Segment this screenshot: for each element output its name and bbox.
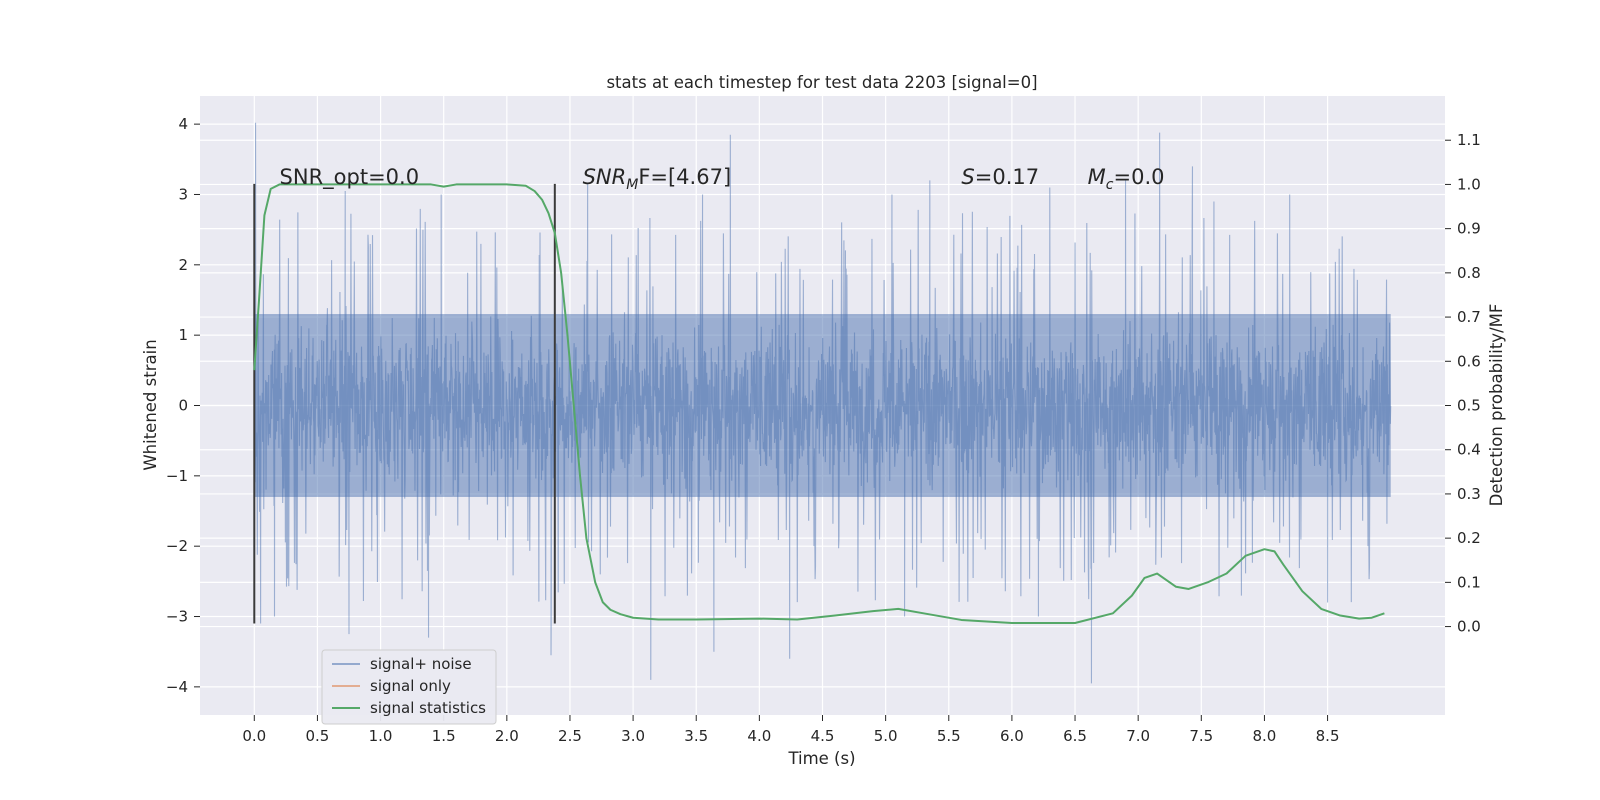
x-tick-label-0: 0.0 [242,727,266,745]
y-tick-label-5: −1 [166,467,188,485]
y-tick-label-4: 0 [178,397,188,415]
x-tick-label-4: 2.0 [495,727,519,745]
annotation-3-sub: c [1106,177,1114,193]
y2-tick-label-9: 0.2 [1457,529,1481,547]
annotation-2: S=0.17 [961,165,1039,189]
y-tick-label-7: −3 [166,608,188,626]
chart-title: stats at each timestep for test data 220… [606,73,1037,92]
x-tick-label-6: 3.0 [621,727,645,745]
x-tick-label-12: 6.0 [1000,727,1024,745]
x-tick-label-1: 0.5 [305,727,329,745]
x-tick-label-3: 1.5 [432,727,456,745]
legend: signal+ noise signal only signal statist… [321,649,497,725]
x-tick-label-8: 4.0 [747,727,771,745]
x-tick-label-2: 1.0 [369,727,393,745]
y2-axis-label: Detection probability/MF [1487,304,1506,507]
y2-tick-label-6: 0.5 [1457,397,1481,415]
y2-tick-label-10: 0.1 [1457,573,1481,591]
legend-label-statistics: signal statistics [370,699,486,717]
annotation-2-main: S [961,165,974,189]
x-tick-label-5: 2.5 [558,727,582,745]
y2-tick-label-2: 0.9 [1457,220,1481,238]
annotation-1-sub: M [626,177,638,193]
x-tick-label-14: 7.0 [1126,727,1150,745]
y2-ticks: 1.1 1.0 0.9 0.8 0.7 0.6 0.5 0.4 0.3 0.2 0.1 0.0 [1445,131,1481,636]
statistics-series [253,183,1385,625]
x-tick-label-17: 8.5 [1316,727,1340,745]
annotation-1-main: SNR [583,165,627,189]
x-tick-label-15: 7.5 [1189,727,1213,745]
x-tick-label-11: 5.5 [937,727,961,745]
annotation-3: Mc=0.0 [1088,165,1165,193]
y2-tick-label-7: 0.4 [1457,441,1481,459]
annotation-0: SNR_opt=0.0 [280,165,420,190]
annotation-1: SNRMF=[4.67] [583,165,732,193]
y2-tick-label-3: 0.8 [1457,264,1481,282]
legend-label-signal-only: signal only [370,677,451,695]
x-axis-label: Time (s) [787,749,855,768]
legend-label-noise: signal+ noise [370,655,472,673]
x-tick-label-7: 3.5 [684,727,708,745]
x-ticks: 0.0 0.5 1.0 1.5 2.0 2.5 3.0 3.5 4.0 4.5 5.0 5.5 6.0 6… [242,715,1340,745]
noise-series [253,122,1392,684]
y-tick-label-8: −4 [166,678,188,696]
x-tick-label-13: 6.5 [1063,727,1087,745]
y2-tick-label-11: 0.0 [1457,618,1481,636]
annotation-3-suffix: =0.0 [1113,165,1164,189]
statistics-line [253,183,1385,625]
y-ticks: 4 3 2 1 0 −1 −2 −3 −4 [166,115,200,696]
y-tick-label-2: 2 [178,256,188,274]
annotation-0-main: SNR_opt=0.0 [280,165,420,190]
y2-tick-label-4: 0.7 [1457,308,1481,326]
legend-box [321,649,497,725]
noise-line [253,122,1392,684]
y-tick-label-6: −2 [166,537,188,555]
annotations: SNR_opt=0.0 SNRMF=[4.67] S=0.17 Mc=0.0 [280,165,1165,193]
x-tick-label-9: 4.5 [811,727,835,745]
y-tick-label-0: 4 [178,115,188,133]
marker-lines [253,183,556,624]
y2-tick-label-1: 1.0 [1457,175,1481,193]
y2-tick-label-5: 0.6 [1457,352,1481,370]
annotation-3-main: M [1088,165,1106,189]
y2-tick-label-0: 1.1 [1457,131,1481,149]
annotation-2-suffix: =0.17 [975,165,1039,189]
y-axis-label: Whitened strain [141,339,160,470]
annotation-1-suffix: F=[4.67] [638,165,731,189]
y-tick-label-1: 3 [178,185,188,203]
y-tick-label-3: 1 [178,326,188,344]
y2-tick-label-8: 0.3 [1457,485,1481,503]
x-tick-label-16: 8.0 [1253,727,1277,745]
x-tick-label-10: 5.0 [874,727,898,745]
